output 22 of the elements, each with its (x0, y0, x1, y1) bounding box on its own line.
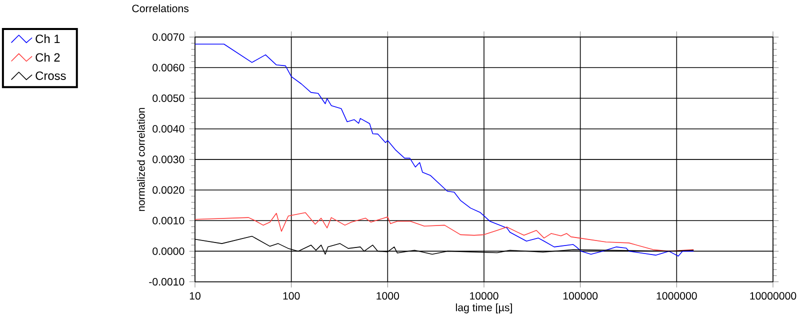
legend-label: Cross (36, 72, 66, 80)
x-axis-title: lag time [µs] (456, 304, 512, 314)
y-axis-title: normalized correlation (137, 108, 145, 212)
x-tick-label: 10 (190, 292, 200, 300)
y-tick-label: 0.0020 (152, 186, 184, 194)
y-tick-label: 0.0000 (152, 248, 184, 256)
chart-title: Correlations (132, 4, 189, 12)
x-tick-label: 100000 (563, 292, 598, 300)
x-tick-label: 100 (283, 292, 300, 300)
y-tick-label: -0.0010 (149, 278, 184, 286)
y-tick-label: 0.0030 (152, 156, 184, 164)
y-tick-label: 0.0040 (152, 125, 184, 133)
x-tick-label: 10000000 (750, 292, 796, 300)
x-tick-label: 1000 (376, 292, 400, 300)
x-tick-label: 10000 (470, 292, 498, 300)
x-tick-label: 1000000 (656, 292, 697, 300)
y-tick-label: 0.0070 (152, 34, 184, 42)
legend-label: Ch 1 (36, 34, 60, 44)
legend-label: Ch 2 (36, 53, 60, 62)
y-tick-label: 0.0050 (152, 94, 184, 102)
y-tick-label: 0.0010 (152, 217, 184, 225)
y-tick-label: 0.0060 (152, 64, 184, 72)
